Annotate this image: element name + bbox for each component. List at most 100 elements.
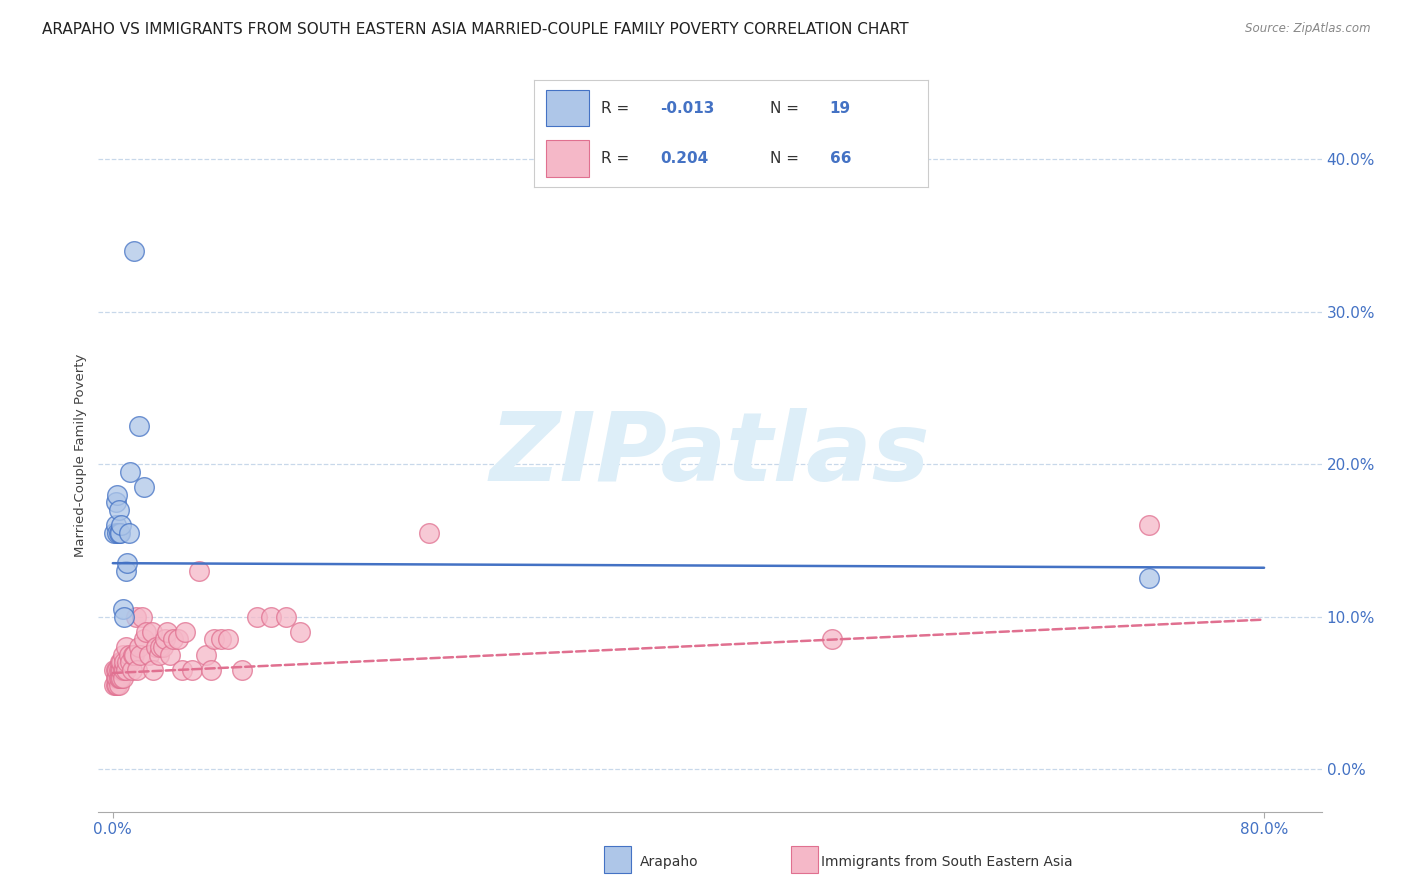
- Text: ARAPAHO VS IMMIGRANTS FROM SOUTH EASTERN ASIA MARRIED-COUPLE FAMILY POVERTY CORR: ARAPAHO VS IMMIGRANTS FROM SOUTH EASTERN…: [42, 22, 908, 37]
- Point: [110, 671, 132, 685]
- Point: [148, 648, 170, 662]
- Point: [115, 556, 138, 570]
- Point: [108, 655, 131, 669]
- Text: N =: N =: [770, 101, 804, 116]
- Point: [104, 495, 127, 509]
- Text: R =: R =: [602, 101, 634, 116]
- Point: [821, 632, 844, 647]
- Point: [105, 671, 128, 685]
- Point: [134, 480, 156, 494]
- Point: [111, 671, 134, 685]
- Text: N =: N =: [770, 151, 804, 166]
- Point: [110, 663, 132, 677]
- Point: [135, 624, 157, 639]
- Point: [105, 487, 128, 501]
- Point: [105, 678, 128, 692]
- Point: [114, 564, 136, 578]
- Point: [125, 609, 148, 624]
- Bar: [546, 140, 589, 177]
- Point: [120, 655, 142, 669]
- Text: 66: 66: [830, 151, 851, 166]
- Text: Source: ZipAtlas.com: Source: ZipAtlas.com: [1246, 22, 1371, 36]
- Point: [105, 663, 128, 677]
- Point: [418, 525, 440, 540]
- Point: [181, 663, 204, 677]
- Point: [124, 648, 146, 662]
- Point: [108, 671, 131, 685]
- Point: [122, 648, 145, 662]
- Point: [108, 663, 131, 677]
- Point: [103, 678, 125, 692]
- Point: [104, 671, 127, 685]
- Text: ZIPatlas: ZIPatlas: [489, 409, 931, 501]
- Text: 19: 19: [830, 101, 851, 116]
- Point: [107, 678, 129, 692]
- Point: [200, 663, 222, 677]
- Point: [107, 503, 129, 517]
- Point: [156, 624, 179, 639]
- Point: [173, 624, 195, 639]
- Point: [104, 663, 127, 677]
- Point: [103, 525, 125, 540]
- Point: [231, 663, 253, 677]
- Point: [108, 525, 131, 540]
- Point: [138, 648, 160, 662]
- Bar: [790, 847, 818, 873]
- Bar: [603, 847, 631, 873]
- Text: 0.204: 0.204: [661, 151, 709, 166]
- Point: [105, 525, 128, 540]
- Point: [159, 648, 181, 662]
- Point: [111, 648, 134, 662]
- Point: [166, 632, 188, 647]
- Point: [127, 663, 149, 677]
- Point: [128, 419, 150, 434]
- Point: [260, 609, 283, 624]
- Point: [288, 624, 311, 639]
- Point: [117, 525, 139, 540]
- Text: Arapaho: Arapaho: [640, 855, 699, 869]
- Point: [103, 663, 125, 677]
- Point: [110, 655, 132, 669]
- Point: [246, 609, 269, 624]
- Point: [153, 632, 176, 647]
- Point: [107, 663, 129, 677]
- Bar: [546, 90, 589, 127]
- Point: [1137, 518, 1160, 533]
- Point: [104, 678, 127, 692]
- Point: [121, 663, 143, 677]
- Point: [142, 663, 165, 677]
- Text: Immigrants from South Eastern Asia: Immigrants from South Eastern Asia: [821, 855, 1073, 869]
- Point: [114, 663, 136, 677]
- Point: [107, 671, 129, 685]
- Y-axis label: Married-Couple Family Poverty: Married-Couple Family Poverty: [73, 353, 87, 557]
- Point: [112, 663, 135, 677]
- Point: [115, 655, 138, 669]
- Point: [162, 632, 184, 647]
- Point: [114, 640, 136, 654]
- Point: [124, 244, 146, 258]
- Point: [111, 663, 134, 677]
- Point: [152, 640, 174, 654]
- Point: [170, 663, 193, 677]
- Point: [134, 632, 156, 647]
- Point: [104, 518, 127, 533]
- Point: [129, 648, 152, 662]
- Point: [217, 632, 239, 647]
- Point: [131, 609, 153, 624]
- Point: [128, 640, 150, 654]
- Point: [202, 632, 225, 647]
- Text: -0.013: -0.013: [661, 101, 714, 116]
- Point: [1137, 571, 1160, 585]
- Point: [209, 632, 232, 647]
- Point: [195, 648, 218, 662]
- Point: [112, 655, 135, 669]
- Point: [110, 518, 132, 533]
- Point: [141, 624, 163, 639]
- Point: [120, 465, 142, 479]
- Point: [117, 648, 139, 662]
- Point: [107, 525, 129, 540]
- Point: [149, 640, 172, 654]
- Point: [112, 609, 135, 624]
- Point: [145, 640, 167, 654]
- Point: [274, 609, 297, 624]
